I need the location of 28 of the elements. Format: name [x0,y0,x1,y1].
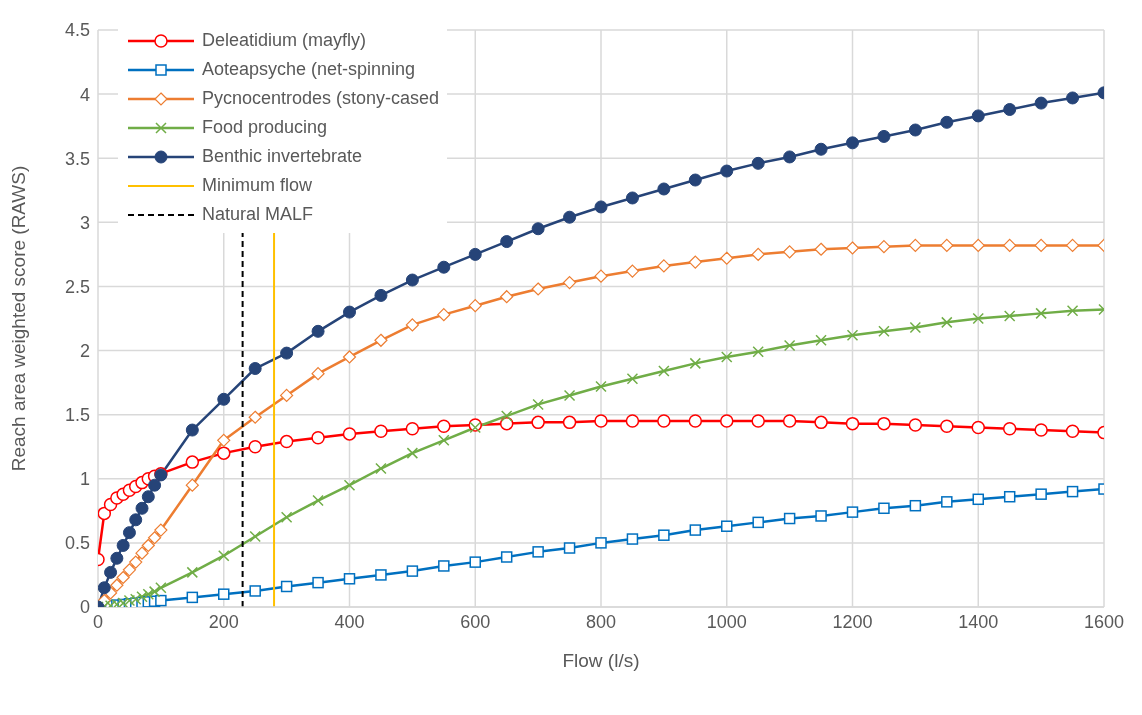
legend-label: Food producing [202,117,328,138]
legend-label: Benthic invertebrate [202,146,363,167]
y-tick-label: 3 [79,212,90,233]
x-tick-label: 1600 [1083,611,1125,632]
x-tick-label: 600 [460,611,491,632]
y-tick-label: 4.5 [64,20,90,41]
x-axis-title: Flow (l/s) [562,650,640,671]
y-tick-label: 4 [79,84,90,105]
y-tick-label: 2.5 [64,276,90,297]
x-tick-label: 200 [208,611,239,632]
y-tick-label: 3.5 [64,148,90,169]
ref-line-label: Natural MALF [202,204,314,225]
legend-label: Deleatidium (mayfly) [202,30,367,51]
x-tick-label: 1400 [958,611,999,632]
x-tick-label: 1000 [706,611,747,632]
legend-label: Pycnocentrodes (stony-cased [202,88,440,109]
y-tick-label: 0 [79,597,90,618]
y-axis-title: Reach area weighted score (RAWS) [7,165,29,472]
y-tick-label: 1 [79,469,90,490]
y-tick-label: 2 [79,340,90,361]
y-tick-label: 1.5 [64,405,90,426]
x-tick-label: 800 [585,611,617,632]
ref-line-label: Minimum flow [202,175,313,196]
x-tick-label: 400 [334,611,365,632]
y-tick-label: 0.5 [64,533,90,554]
x-tick-label: 1200 [832,611,873,632]
x-tick-label: 0 [92,611,104,632]
legend-label: Aoteapsyche (net-spinning [202,59,416,80]
